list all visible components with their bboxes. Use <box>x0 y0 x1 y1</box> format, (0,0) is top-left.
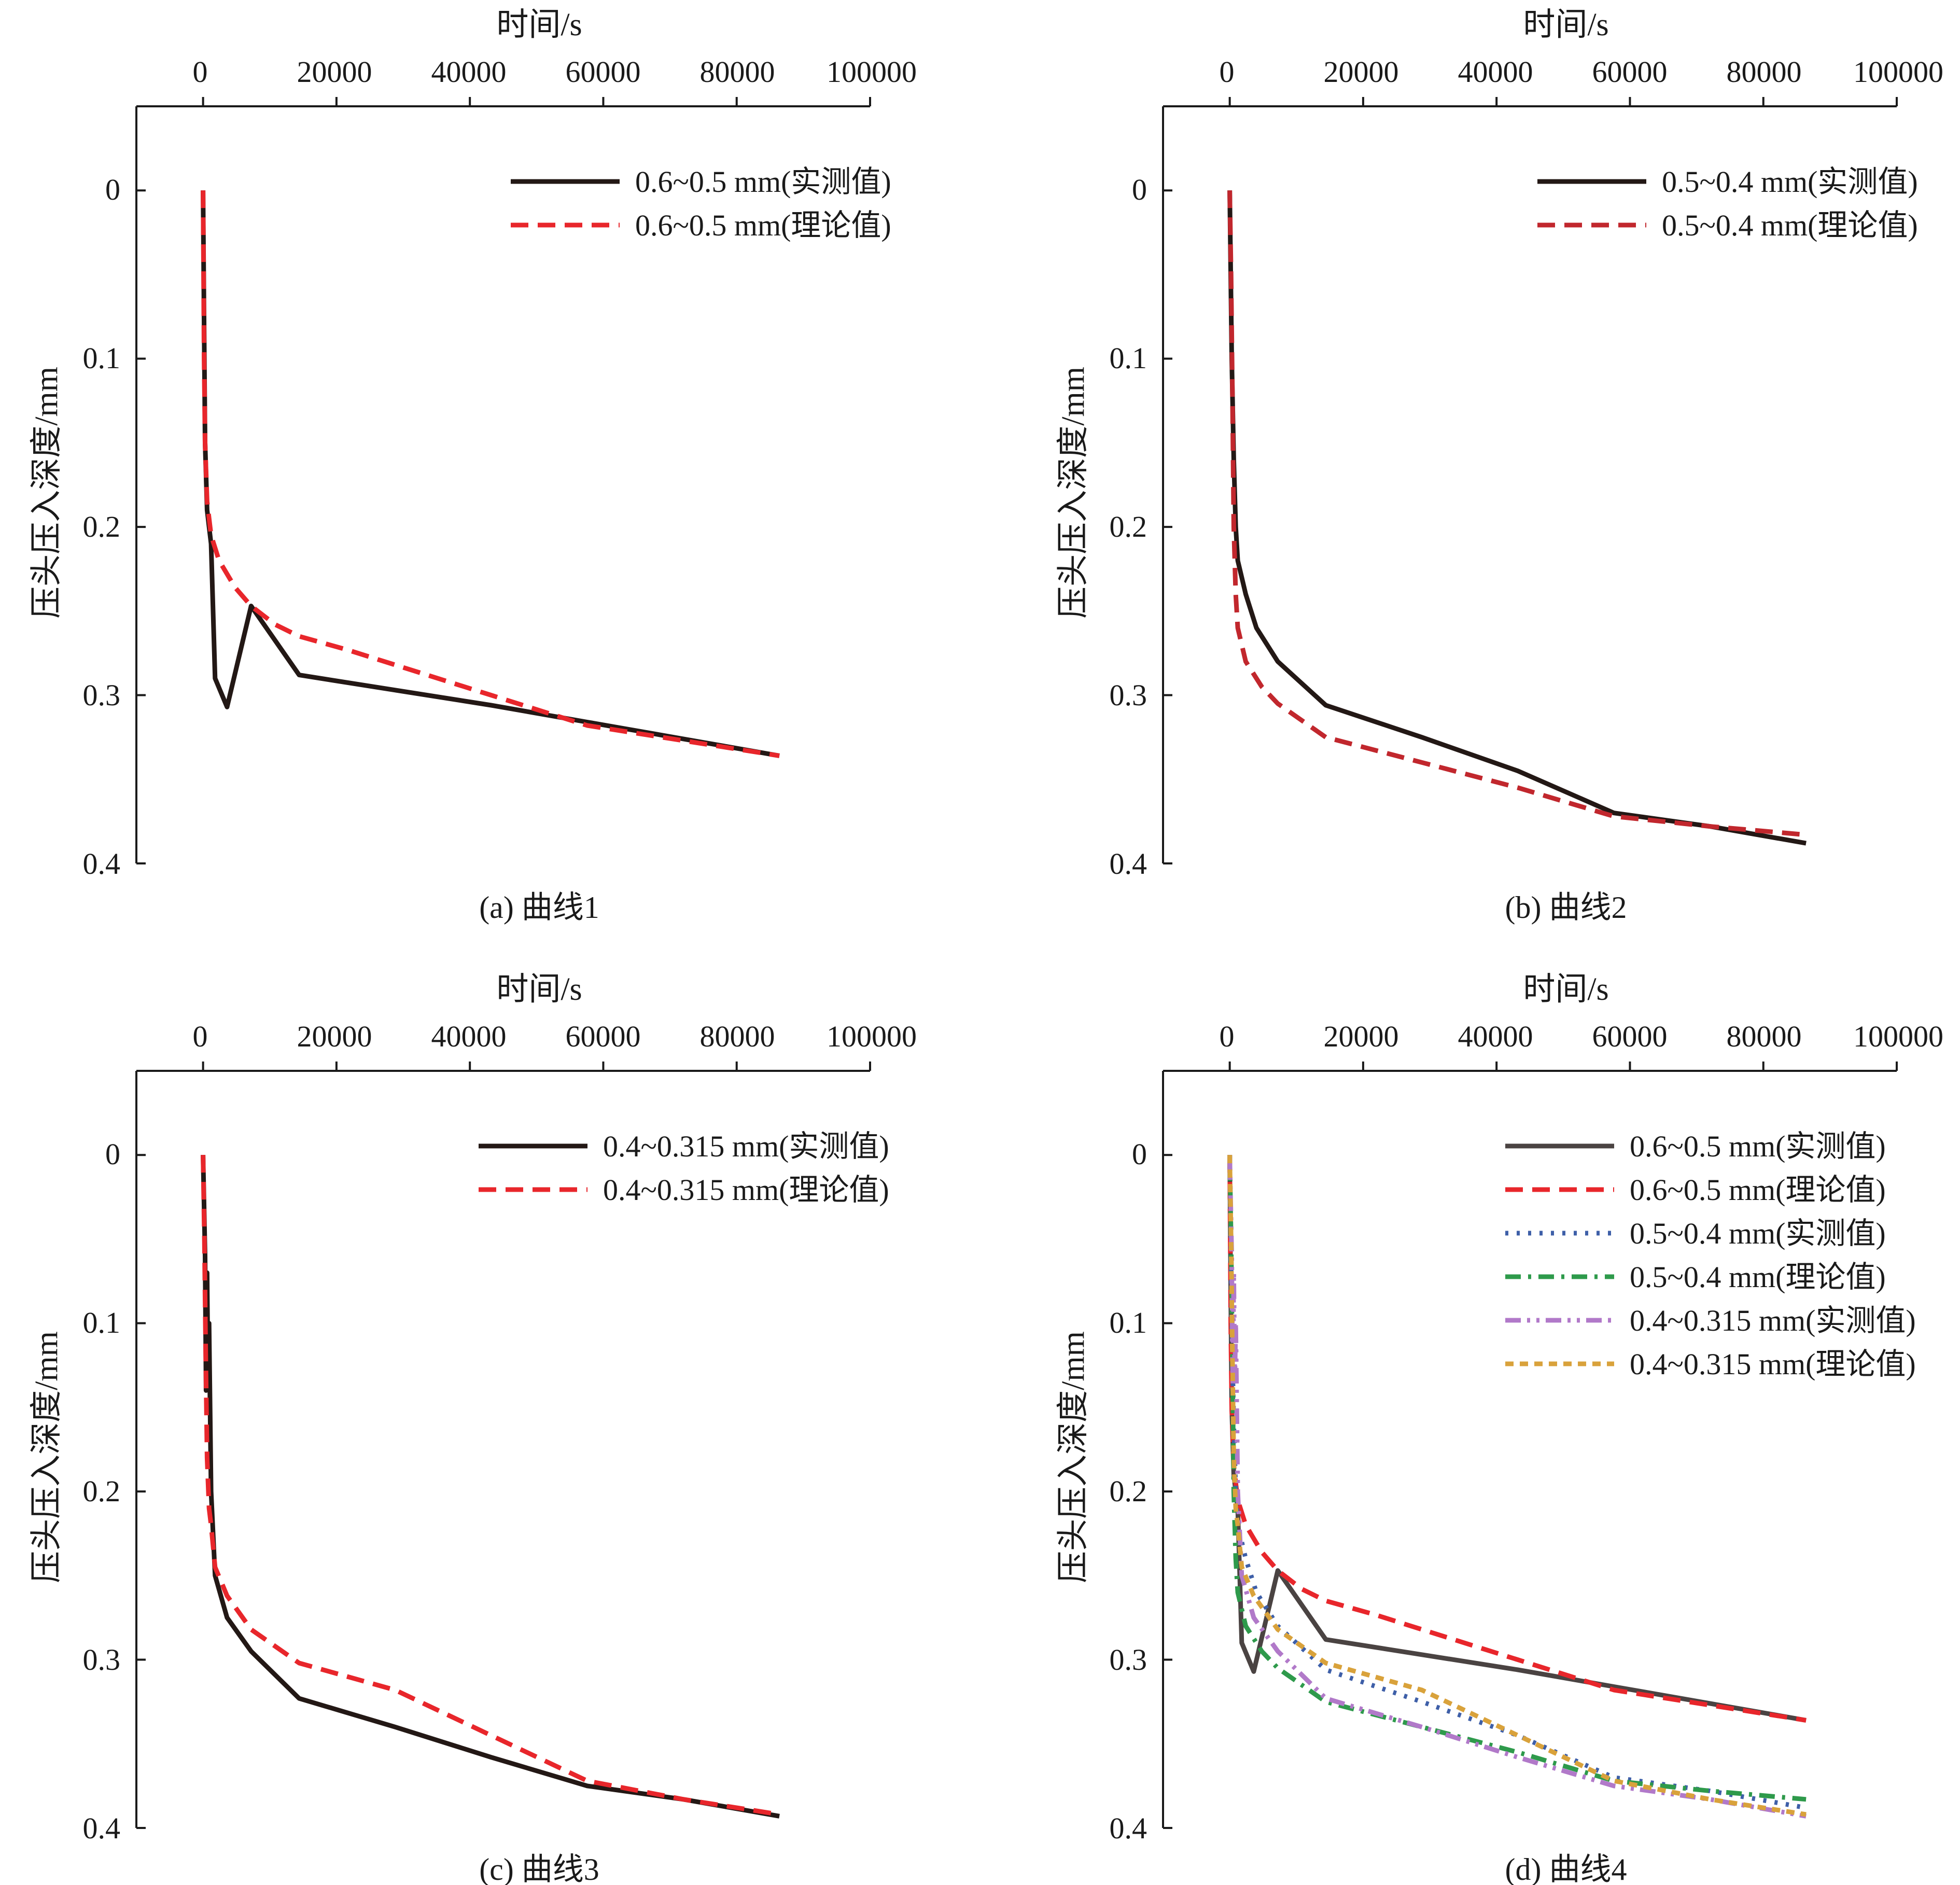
legend-label: 0.5~0.4 mm(理论值) <box>1630 1260 1886 1294</box>
y-tick-label: 0 <box>1132 1137 1147 1171</box>
legend: 0.5~0.4 mm(实测值) 0.5~0.4 mm(理论值) <box>1537 165 1918 242</box>
x-tick-label: 60000 <box>566 1020 641 1053</box>
y-axis-title: 压头压入深度/mm <box>29 367 64 619</box>
legend: 0.6~0.5 mm(实测值) 0.6~0.5 mm(理论值) 0.5~0.4 mm… <box>1505 1129 1916 1381</box>
panel-c: 时间/s 压头压入深度/mm (c) 曲线3 0 20000 40000 600… <box>29 972 917 1885</box>
y-tick-label: 0.4 <box>83 1811 121 1845</box>
legend-label: 0.4~0.315 mm(实测值) <box>1630 1304 1916 1337</box>
x-tick-label: 40000 <box>1458 1020 1533 1053</box>
x-tick-label: 0 <box>193 55 208 89</box>
plot-area: 0.6~0.5 mm(实测值) 0.6~0.5 mm(理论值) <box>135 97 891 864</box>
x-tick-labels: 0 20000 40000 60000 80000 100000 <box>1220 55 1944 89</box>
series-line-5 <box>1227 1155 1807 1819</box>
y-tick-labels: 0 0.1 0.2 0.3 0.4 <box>1110 173 1147 881</box>
series-line-4 <box>1227 1155 1807 1802</box>
x-tick-label: 20000 <box>297 1020 372 1053</box>
x-axis-title: 时间/s <box>496 972 582 1007</box>
x-tick-label: 60000 <box>566 55 641 89</box>
legend-label: 0.6~0.5 mm(理论值) <box>635 208 891 242</box>
panel-caption: (a) 曲线1 <box>479 890 599 925</box>
legend-label: 0.6~0.5 mm(实测值) <box>1630 1129 1886 1163</box>
x-tick-label: 80000 <box>1727 55 1802 89</box>
y-axis-title: 压头压入深度/mm <box>1056 367 1091 619</box>
y-tick-label: 0.1 <box>1110 341 1147 375</box>
legend: 0.4~0.315 mm(实测值) 0.4~0.315 mm(理论值) <box>479 1129 889 1207</box>
x-tick-label: 80000 <box>700 1020 775 1053</box>
legend-label: 0.6~0.5 mm(理论值) <box>1630 1173 1886 1207</box>
x-tick-label: 80000 <box>1727 1020 1802 1053</box>
x-tick-label: 0 <box>1220 55 1235 89</box>
y-tick-label: 0 <box>1132 173 1147 206</box>
panel-caption: (b) 曲线2 <box>1505 890 1627 925</box>
x-tick-labels: 0 20000 40000 60000 80000 100000 <box>193 55 917 89</box>
y-axis-title: 压头压入深度/mm <box>29 1331 64 1583</box>
x-axis-title: 时间/s <box>1523 7 1608 43</box>
x-tick-label: 100000 <box>1853 1020 1943 1053</box>
x-axis-title: 时间/s <box>496 7 582 43</box>
x-tick-labels: 0 20000 40000 60000 80000 100000 <box>1220 1020 1944 1053</box>
legend-label: 0.6~0.5 mm(实测值) <box>635 165 891 199</box>
series-line-6 <box>1227 1155 1807 1817</box>
legend-label: 0.4~0.315 mm(实测值) <box>603 1129 889 1163</box>
x-tick-label: 60000 <box>1592 55 1668 89</box>
legend-label: 0.5~0.4 mm(理论值) <box>1662 208 1918 242</box>
y-tick-label: 0.2 <box>1110 1474 1147 1508</box>
series-line-2 <box>201 1155 780 1817</box>
y-tick-label: 0.1 <box>83 341 121 375</box>
y-tick-label: 0.3 <box>1110 1643 1147 1677</box>
x-tick-label: 0 <box>1220 1020 1235 1053</box>
plot-area: 0.4~0.315 mm(实测值) 0.4~0.315 mm(理论值) <box>135 1062 889 1829</box>
y-tick-label: 0.2 <box>1110 510 1147 543</box>
series-line-2 <box>1227 190 1807 837</box>
legend-label: 0.4~0.315 mm(理论值) <box>603 1173 889 1207</box>
y-tick-label: 0.3 <box>1110 678 1147 712</box>
y-tick-labels: 0 0.1 0.2 0.3 0.4 <box>1110 1137 1147 1845</box>
y-tick-labels: 0 0.1 0.2 0.3 0.4 <box>83 173 121 881</box>
x-tick-label: 100000 <box>827 1020 917 1053</box>
y-tick-label: 0.3 <box>83 1643 121 1677</box>
x-tick-label: 40000 <box>431 1020 507 1053</box>
legend-label: 0.4~0.315 mm(理论值) <box>1630 1347 1916 1381</box>
x-tick-label: 40000 <box>1458 55 1533 89</box>
legend-label: 0.5~0.4 mm(实测值) <box>1630 1217 1886 1250</box>
x-axis-title: 时间/s <box>1523 972 1608 1007</box>
y-tick-label: 0.2 <box>83 510 121 543</box>
y-tick-label: 0.4 <box>1110 847 1147 881</box>
series-line-1 <box>201 190 780 758</box>
y-tick-label: 0.4 <box>83 847 121 881</box>
y-tick-label: 0.3 <box>83 678 121 712</box>
x-tick-label: 100000 <box>1853 55 1943 89</box>
plot-area: 0.6~0.5 mm(实测值) 0.6~0.5 mm(理论值) 0.5~0.4 mm… <box>1162 1062 1916 1829</box>
x-tick-label: 0 <box>193 1020 208 1053</box>
panel-b: 时间/s 压头压入深度/mm (b) 曲线2 0 20000 40000 600… <box>1056 7 1943 925</box>
x-tick-label: 80000 <box>700 55 775 89</box>
panel-a: 时间/s 压头压入深度/mm (a) 曲线1 0 20000 40000 600… <box>29 7 917 925</box>
y-tick-label: 0.1 <box>83 1306 121 1339</box>
x-tick-label: 60000 <box>1592 1020 1668 1053</box>
y-tick-label: 0.4 <box>1110 1811 1147 1845</box>
x-tick-label: 40000 <box>431 55 507 89</box>
legend: 0.6~0.5 mm(实测值) 0.6~0.5 mm(理论值) <box>511 165 891 242</box>
x-tick-label: 20000 <box>1324 1020 1399 1053</box>
y-tick-labels: 0 0.1 0.2 0.3 0.4 <box>83 1137 121 1845</box>
plot-area: 0.5~0.4 mm(实测值) 0.5~0.4 mm(理论值) <box>1162 97 1918 864</box>
series-line-1 <box>1227 190 1807 846</box>
y-axis-title: 压头压入深度/mm <box>1056 1331 1091 1583</box>
y-tick-label: 0 <box>105 173 120 206</box>
legend-label: 0.5~0.4 mm(实测值) <box>1662 165 1918 199</box>
series-line-2 <box>201 190 780 758</box>
series-line-1 <box>201 1155 780 1819</box>
series-line-3 <box>1227 1155 1807 1810</box>
y-tick-label: 0 <box>105 1137 120 1171</box>
y-tick-label: 0.2 <box>83 1474 121 1508</box>
x-tick-label: 20000 <box>297 55 372 89</box>
panel-caption: (c) 曲线3 <box>479 1852 599 1885</box>
panel-caption: (d) 曲线4 <box>1505 1852 1627 1885</box>
x-tick-label: 100000 <box>827 55 917 89</box>
y-tick-label: 0.1 <box>1110 1306 1147 1339</box>
x-tick-label: 20000 <box>1324 55 1399 89</box>
x-tick-labels: 0 20000 40000 60000 80000 100000 <box>193 1020 917 1053</box>
panel-d: 时间/s 压头压入深度/mm (d) 曲线4 0 20000 40000 600… <box>1056 972 1943 1885</box>
